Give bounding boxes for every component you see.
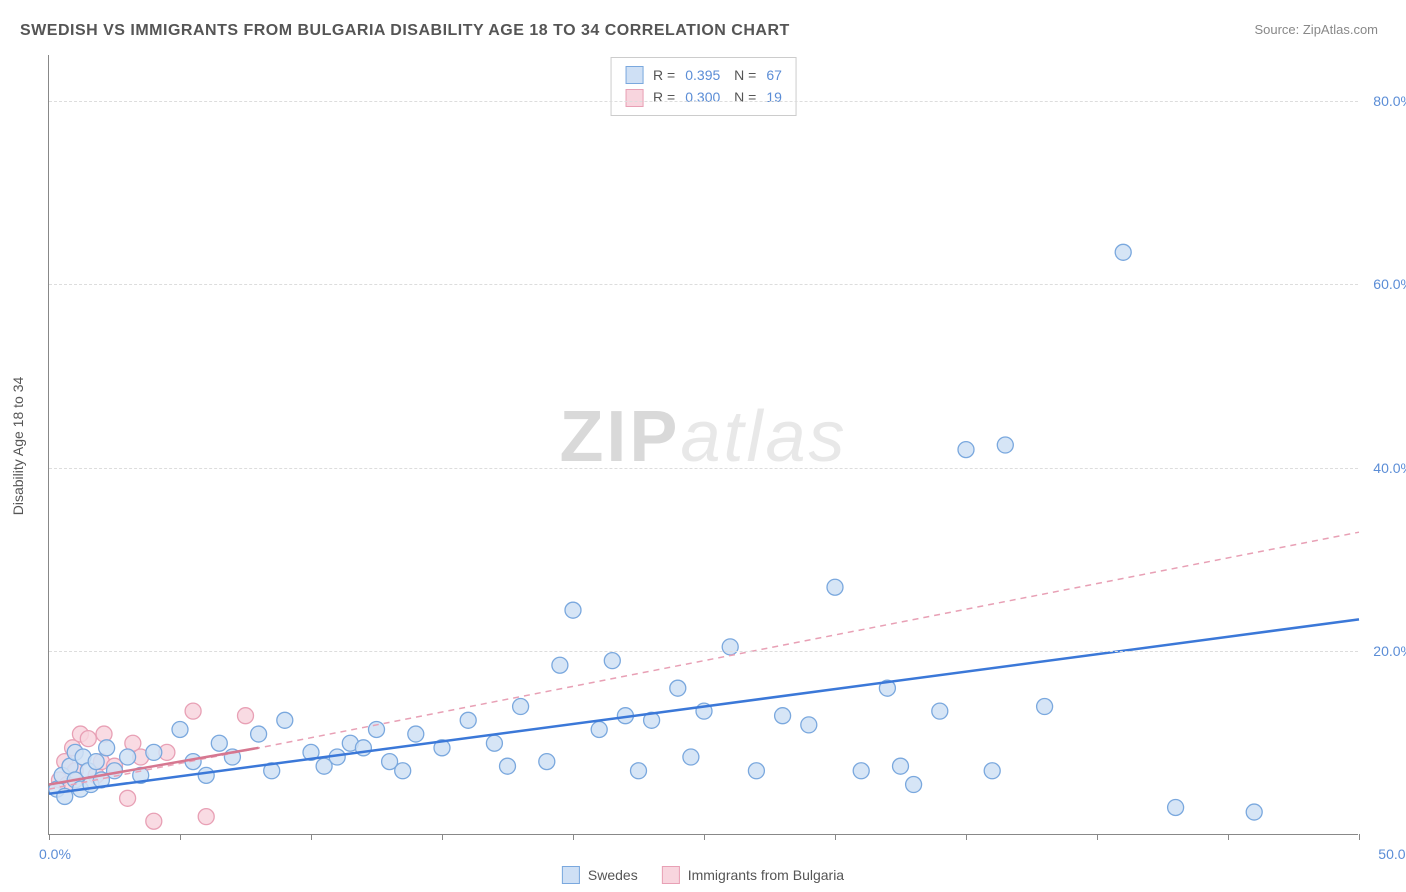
data-point [238, 708, 254, 724]
data-point [591, 721, 607, 737]
data-point [932, 703, 948, 719]
gridline [49, 468, 1358, 469]
yaxis-title: Disability Age 18 to 34 [10, 377, 26, 516]
data-point [146, 744, 162, 760]
data-point [1115, 244, 1131, 260]
data-point [958, 442, 974, 458]
stat-value: 19 [766, 86, 782, 108]
data-point [722, 639, 738, 655]
xtick-label: 0.0% [39, 846, 71, 862]
stat-label: N = [730, 64, 756, 86]
swatch-pink-icon [625, 89, 643, 107]
xtick [1228, 834, 1229, 840]
data-point [997, 437, 1013, 453]
data-point [748, 763, 764, 779]
data-point [198, 809, 214, 825]
xtick [704, 834, 705, 840]
gridline [49, 651, 1358, 652]
data-point [1037, 699, 1053, 715]
data-point [500, 758, 516, 774]
stat-value: 0.300 [685, 86, 720, 108]
data-point [1168, 799, 1184, 815]
chart-svg [49, 55, 1358, 834]
xtick [49, 834, 50, 840]
data-point [211, 735, 227, 751]
data-point [631, 763, 647, 779]
data-point [552, 657, 568, 673]
data-point [146, 813, 162, 829]
data-point [80, 731, 96, 747]
data-point [893, 758, 909, 774]
data-point [369, 721, 385, 737]
plot-area: ZIPatlas R = 0.395 N = 67 R = 0.300 N = … [48, 55, 1358, 835]
data-point [853, 763, 869, 779]
stat-value: 0.395 [685, 64, 720, 86]
data-point [185, 703, 201, 719]
data-point [88, 754, 104, 770]
legend-label: Swedes [588, 867, 638, 883]
data-point [683, 749, 699, 765]
legend-stats: R = 0.395 N = 67 R = 0.300 N = 19 [610, 57, 797, 116]
data-point [539, 754, 555, 770]
xtick [311, 834, 312, 840]
data-point [670, 680, 686, 696]
data-point [277, 712, 293, 728]
data-point [513, 699, 529, 715]
data-point [395, 763, 411, 779]
xtick [1097, 834, 1098, 840]
data-point [775, 708, 791, 724]
legend-stats-row: R = 0.300 N = 19 [625, 86, 782, 108]
swatch-pink-icon [662, 866, 680, 884]
data-point [198, 767, 214, 783]
legend-label: Immigrants from Bulgaria [688, 867, 844, 883]
stat-label: N = [730, 86, 756, 108]
legend-series: Swedes Immigrants from Bulgaria [562, 866, 844, 884]
trend-line [49, 619, 1359, 793]
xtick [966, 834, 967, 840]
gridline [49, 284, 1358, 285]
source-label: Source: ZipAtlas.com [1254, 22, 1378, 37]
data-point [1246, 804, 1262, 820]
data-point [172, 721, 188, 737]
data-point [251, 726, 267, 742]
stat-value: 67 [766, 64, 782, 86]
ytick-label: 80.0% [1373, 93, 1406, 109]
stat-label: R = [653, 86, 675, 108]
xtick [1359, 834, 1360, 840]
xtick [835, 834, 836, 840]
ytick-label: 60.0% [1373, 276, 1406, 292]
gridline [49, 101, 1358, 102]
chart-title: SWEDISH VS IMMIGRANTS FROM BULGARIA DISA… [20, 22, 790, 40]
ytick-label: 20.0% [1373, 643, 1406, 659]
swatch-blue-icon [625, 66, 643, 84]
data-point [984, 763, 1000, 779]
data-point [486, 735, 502, 751]
swatch-blue-icon [562, 866, 580, 884]
data-point [120, 749, 136, 765]
xtick [442, 834, 443, 840]
data-point [604, 653, 620, 669]
data-point [99, 740, 115, 756]
ytick-label: 40.0% [1373, 460, 1406, 476]
xtick-label: 50.0% [1378, 846, 1406, 862]
data-point [827, 579, 843, 595]
xtick [573, 834, 574, 840]
legend-item: Immigrants from Bulgaria [662, 866, 844, 884]
data-point [565, 602, 581, 618]
xtick [180, 834, 181, 840]
data-point [460, 712, 476, 728]
data-point [906, 777, 922, 793]
data-point [801, 717, 817, 733]
legend-item: Swedes [562, 866, 638, 884]
data-point [408, 726, 424, 742]
data-point [120, 790, 136, 806]
legend-stats-row: R = 0.395 N = 67 [625, 64, 782, 86]
stat-label: R = [653, 64, 675, 86]
